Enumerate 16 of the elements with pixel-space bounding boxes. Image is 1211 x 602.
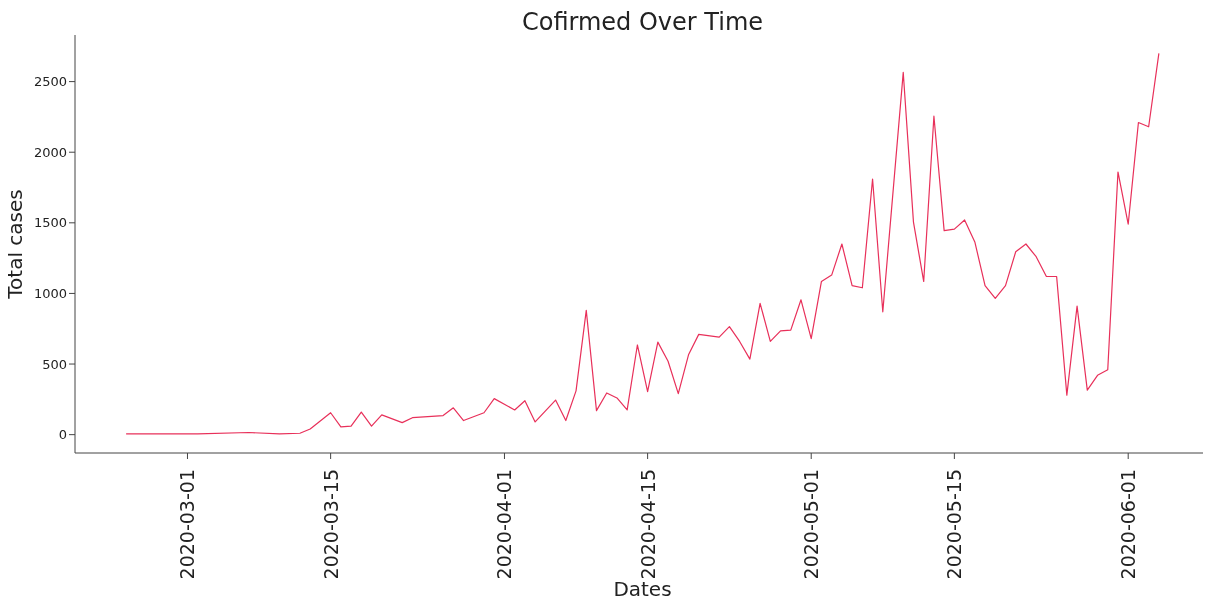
x-tick-label: 2020-05-15 [943,469,966,580]
x-tick-label: 2020-03-15 [319,469,342,580]
x-tick-label: 2020-06-01 [1117,469,1140,580]
line-series [125,52,1160,435]
y-tick-label: 1500 [33,215,67,231]
x-tick-label: 2020-04-15 [636,469,659,580]
x-tick-label: 2020-05-01 [800,469,823,580]
y-tick-label: 1000 [33,286,67,302]
y-tick-label: 2000 [33,144,67,160]
x-tick-label: 2020-03-01 [176,469,199,580]
y-tick-label: 500 [42,356,67,372]
chart-title: Cofirmed Over Time [520,8,765,36]
x-tick-label: 2020-04-01 [493,469,516,580]
x-axis-title: Dates [613,577,672,601]
y-tick-label: 2500 [33,74,67,90]
y-tick-label: 0 [58,427,67,443]
